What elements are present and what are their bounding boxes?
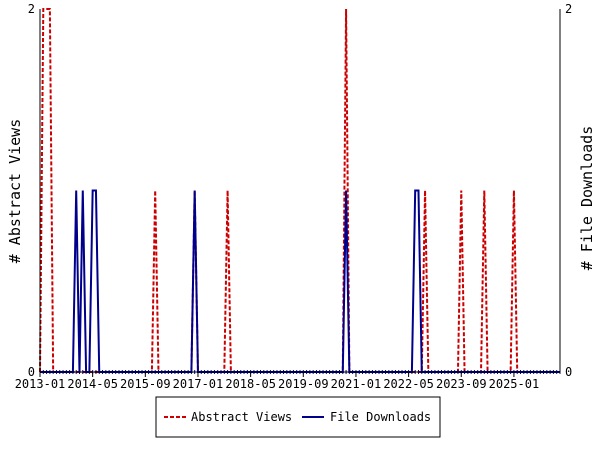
legend: Abstract Views File Downloads	[155, 396, 441, 438]
legend-box	[155, 396, 441, 438]
x-tick-label: 2022-05	[383, 377, 434, 391]
legend-label-abstract-views: Abstract Views	[191, 410, 292, 424]
right-y-tick-label: 0	[565, 365, 572, 379]
x-tick-label: 2015-09	[120, 377, 171, 391]
right-axis-title: # File Downloads	[578, 126, 596, 271]
left-axis-title: # Abstract Views	[6, 119, 24, 264]
left-y-tick-label: 0	[28, 365, 35, 379]
x-tick-label: 2017-01	[173, 377, 224, 391]
x-tick-label: 2014-05	[67, 377, 118, 391]
left-y-tick-label: 2	[28, 2, 35, 16]
x-tick-label: 2023-09	[436, 377, 487, 391]
legend-label-file-downloads: File Downloads	[330, 410, 431, 424]
x-tick-label: 2025-01	[489, 377, 540, 391]
x-tick-label: 2013-01	[15, 377, 66, 391]
plot-series	[39, 8, 560, 373]
x-tick-label: 2021-01	[331, 377, 382, 391]
x-tick-label: 2019-09	[278, 377, 329, 391]
right-y-tick-label: 2	[565, 2, 572, 16]
x-tick-labels: 2013-01 2014-05 2015-09 2017-01 2018-05 2019-…	[15, 372, 540, 391]
y-tick-labels: 0 2 0 2	[28, 2, 572, 379]
series-line-abstract-views	[39, 8, 560, 373]
x-tick-label: 2018-05	[225, 377, 276, 391]
